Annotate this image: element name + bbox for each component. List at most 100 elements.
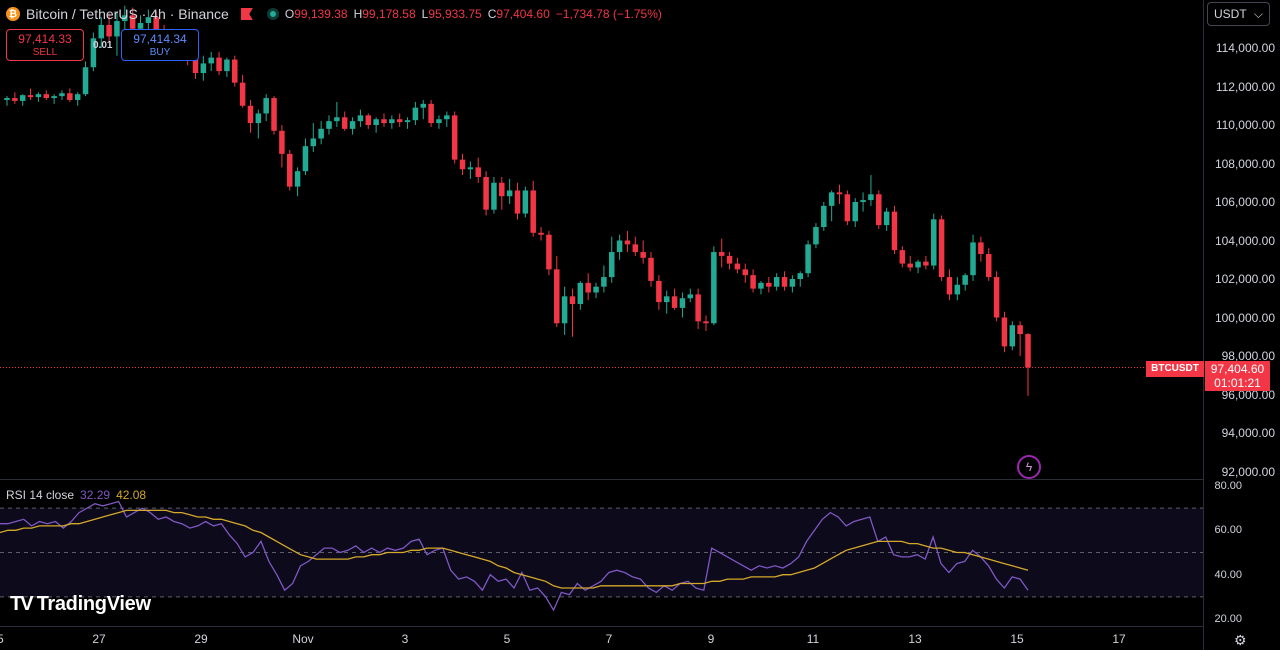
candle-body — [106, 24, 112, 37]
candle-body — [923, 261, 929, 266]
rsi-ma-line — [0, 509, 1029, 589]
time-tick-label: 11 — [806, 632, 820, 646]
price-tick-label: 102,000.00 — [1214, 272, 1275, 286]
price-tick-label: 98,000.00 — [1221, 349, 1275, 363]
candle-body — [836, 192, 843, 195]
candle-body — [844, 194, 851, 222]
symbol-title[interactable]: Bitcoin / TetherUS · 4h · Binance — [26, 6, 229, 22]
candle-body — [1017, 325, 1023, 335]
settings-icon[interactable]: ⚙ — [1234, 632, 1247, 648]
candle-body — [43, 94, 50, 99]
candle-body — [506, 190, 513, 197]
candle-body — [357, 115, 364, 122]
ohlc-key: C — [487, 7, 497, 21]
sell-button[interactable]: 97,414.33 SELL — [6, 29, 84, 61]
candle-body — [797, 273, 803, 279]
candle-body — [522, 190, 529, 214]
candle-body — [695, 294, 701, 322]
candle-body — [1009, 325, 1016, 347]
candle-body — [1001, 317, 1008, 347]
candle-body — [601, 277, 607, 287]
ohlc-value: 95,933.75 — [428, 7, 482, 21]
candle-body — [137, 22, 144, 29]
candle-body — [954, 284, 961, 295]
candle-body — [475, 167, 481, 177]
candle-body — [899, 250, 906, 264]
candle-body — [546, 234, 552, 270]
rsi-tick-label: 80.00 — [1214, 480, 1242, 492]
candle-body — [467, 167, 474, 170]
currency-select[interactable]: USDT ⌵ — [1207, 2, 1270, 26]
candle-body — [208, 57, 214, 64]
candle-body — [349, 121, 356, 129]
candle-body — [153, 17, 159, 35]
candle-body — [19, 95, 26, 101]
rsi-tick-label: 40.00 — [1214, 568, 1242, 581]
candle-body — [279, 130, 285, 154]
candle-body — [750, 275, 756, 289]
rsi-legend[interactable]: RSI 14 close 32.29 42.08 — [6, 488, 146, 502]
candle-body — [656, 280, 662, 303]
candle-body — [404, 120, 411, 123]
candle-body — [813, 227, 819, 245]
candle-body — [341, 117, 348, 129]
price-tick-label: 104,000.00 — [1214, 233, 1275, 248]
candle-body — [978, 242, 984, 254]
candle-body — [891, 211, 898, 251]
candle-body — [1025, 334, 1031, 368]
candle-body — [789, 279, 796, 287]
time-tick-label: 9 — [707, 632, 715, 646]
candle-body — [216, 57, 222, 72]
candle-body — [805, 244, 811, 274]
candle-body — [530, 190, 536, 233]
candle-body — [915, 261, 921, 268]
candle-body — [59, 93, 65, 97]
flag-icon[interactable] — [240, 8, 253, 20]
last-price-tag: 97,404.60 01:01:21 — [1205, 361, 1270, 391]
time-tick-label: 29 — [194, 632, 208, 646]
last-price: 97,404.60 — [1210, 362, 1265, 376]
candle-body — [569, 296, 576, 305]
candle-body — [255, 113, 262, 124]
buy-button[interactable]: 97,414.34 BUY — [121, 29, 199, 61]
candle-body — [271, 98, 277, 131]
candle-body — [718, 252, 725, 256]
rsi-tick-label: 60.00 — [1214, 524, 1242, 537]
candle-body — [451, 115, 458, 160]
candle-body — [514, 190, 521, 214]
bar-countdown: 01:01:21 — [1214, 376, 1261, 390]
rsi-line — [0, 500, 1029, 612]
candle-body — [436, 119, 442, 124]
time-tick-label: 25 — [0, 632, 4, 646]
candle-body — [90, 38, 97, 68]
candle-body — [27, 95, 34, 98]
candle-body — [67, 93, 73, 100]
spread-value: 0.01 — [93, 40, 113, 51]
ohlc-values: O 99,139.38 H 99,178.58 L 95,933.75 C 97,404.60… — [285, 7, 662, 21]
candle-body — [35, 94, 42, 98]
price-tick-label: 96,000.00 — [1221, 387, 1275, 402]
candle-body — [907, 263, 913, 268]
rsi-label: RSI 14 close — [6, 488, 75, 502]
candle-body — [593, 286, 599, 293]
market-status-icon[interactable] — [266, 8, 279, 20]
tradingview-logo-icon: TV — [10, 593, 34, 615]
tradingview-logo[interactable]: TV TradingView — [10, 593, 151, 616]
time-tick-label: 17 — [1112, 632, 1126, 646]
candle-body — [711, 252, 717, 324]
candle-body — [232, 59, 238, 83]
bolt-icon[interactable]: ϟ — [1017, 455, 1041, 479]
candle-body — [876, 194, 882, 226]
ohlc-value: 99,178.58 — [362, 7, 416, 21]
candle-body — [663, 296, 670, 303]
price-tick-label: 114,000.00 — [1215, 41, 1275, 55]
candle-body — [122, 15, 128, 22]
candle-body — [412, 107, 419, 121]
candle-body — [648, 257, 654, 281]
candle-body — [373, 119, 379, 125]
candle-body — [962, 275, 968, 285]
candle-body — [734, 263, 741, 270]
candle-body — [459, 159, 466, 170]
bitcoin-icon: ₿ — [6, 7, 20, 21]
